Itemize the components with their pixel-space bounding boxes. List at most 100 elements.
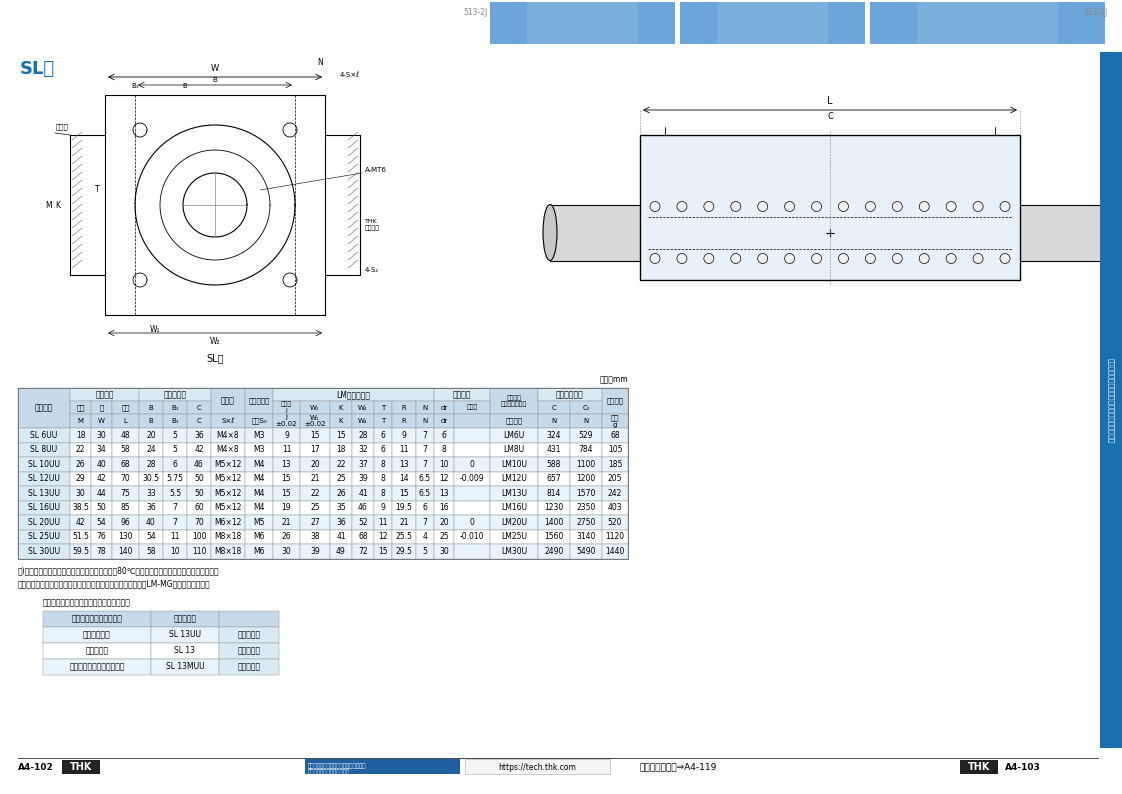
Bar [416,544,434,558]
Bar [219,658,279,674]
Text: 42: 42 [194,445,204,454]
Text: 許容差: 許容差 [467,405,478,410]
Text: B: B [213,77,218,83]
Bar [139,515,163,530]
Text: 205: 205 [608,474,623,484]
Bar [219,626,279,642]
Text: A4-103: A4-103 [1005,762,1041,772]
Bar [352,500,374,515]
Text: 68: 68 [358,532,368,542]
Text: 取付穴位置: 取付穴位置 [164,390,186,399]
Text: 20: 20 [439,518,449,526]
Bar [352,472,374,486]
Text: 37: 37 [358,460,368,468]
Bar [392,472,416,486]
Bar [300,428,330,442]
Bar [330,500,352,515]
Bar [434,401,454,414]
Bar [18,472,70,486]
Text: LM12U: LM12U [502,474,527,484]
Bar [139,428,163,442]
Bar [139,500,163,515]
Circle shape [838,253,848,264]
Bar [43,658,151,674]
Text: B: B [148,418,154,424]
Text: 10: 10 [171,547,180,556]
Text: 10: 10 [439,460,449,468]
Circle shape [973,202,983,211]
Circle shape [784,253,794,264]
Text: 8: 8 [380,489,385,498]
Text: 21: 21 [282,518,292,526]
Text: SL形: SL形 [206,353,223,363]
Bar [163,472,187,486]
Text: 6.5: 6.5 [419,489,431,498]
Bar [539,515,570,530]
Bar [454,414,490,428]
Text: 85: 85 [121,503,130,512]
Text: M4: M4 [254,489,265,498]
Bar [352,486,374,500]
Text: 49: 49 [337,547,346,556]
Bar [465,759,610,774]
Text: 36: 36 [146,503,156,512]
Text: N: N [318,58,323,67]
Bar [330,515,352,530]
Bar [539,500,570,515]
Bar [392,530,416,544]
Bar [273,544,300,558]
Text: B: B [148,404,154,410]
Text: 各種ダウンロードはテクニカルサイトで: 各種ダウンロードはテクニカルサイトで [309,763,367,769]
Bar [70,544,91,558]
Text: 5: 5 [173,431,177,440]
Text: SL形: SL形 [20,60,55,78]
Bar [245,515,273,530]
Text: M5: M5 [254,518,265,526]
Text: 11: 11 [399,445,408,454]
Text: 36: 36 [337,518,346,526]
Bar [539,486,570,500]
Bar [490,414,539,428]
Text: 40: 40 [146,518,156,526]
Bar [454,472,490,486]
Bar [187,457,211,472]
Bar [112,500,139,515]
Bar [416,457,434,472]
Text: 呼び形番例: 呼び形番例 [174,614,196,623]
Text: 13: 13 [282,460,292,468]
Bar [91,414,112,428]
Text: 2490: 2490 [544,547,563,556]
Circle shape [919,202,929,211]
Bar [300,486,330,500]
Text: 注)合成樹脂のリテーナが組込まれているため、80℃をこえる場合の使用は避けてください。: 注)合成樹脂のリテーナが組込まれているため、80℃をこえる場合の使用は避けてくだ… [18,566,220,576]
Text: W₂: W₂ [210,337,220,346]
Text: 513-2J: 513-2J [1084,8,1109,17]
Bar [570,486,603,500]
Text: 185: 185 [608,460,623,468]
Bar [91,486,112,500]
Text: https://tech.thk.com: https://tech.thk.com [498,762,576,772]
Text: 呼びS₀: 呼びS₀ [251,418,267,424]
Bar [300,515,330,530]
Text: 15: 15 [282,489,292,498]
Text: ステンレス鋼両シール付き: ステンレス鋼両シール付き [70,662,125,671]
Bar [603,472,628,486]
Text: 0: 0 [470,518,475,526]
Text: 58: 58 [146,547,156,556]
Bar [70,388,139,401]
Bar [187,442,211,457]
Text: 46: 46 [358,503,368,512]
Text: 26: 26 [337,489,346,498]
Text: 21: 21 [399,518,408,526]
Text: 幅: 幅 [100,404,103,410]
Text: B: B [183,83,187,89]
Text: R: R [402,418,406,424]
Bar [139,486,163,500]
Text: T: T [380,418,385,424]
Bar [570,414,603,428]
Text: 30: 30 [96,431,107,440]
Bar [300,472,330,486]
Bar [570,457,603,472]
Text: M8×18: M8×18 [214,532,241,542]
Bar [211,500,245,515]
